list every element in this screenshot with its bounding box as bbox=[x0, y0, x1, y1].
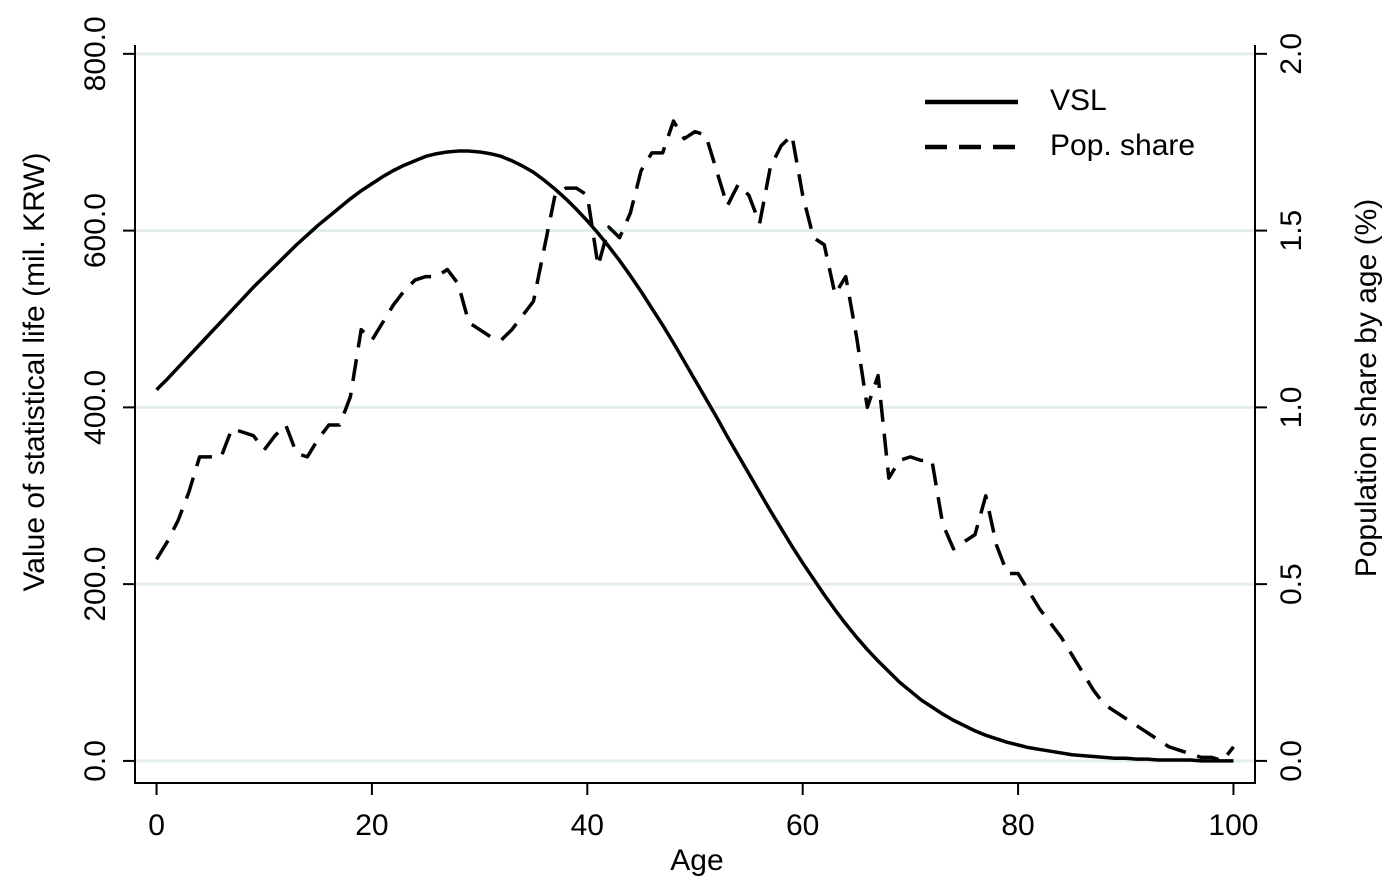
y-tick-label: 600.0 bbox=[79, 193, 112, 268]
x-tick-label: 0 bbox=[148, 809, 165, 842]
x-tick-label: 100 bbox=[1208, 809, 1258, 842]
y-tick-label: 800.0 bbox=[79, 16, 112, 91]
x-axis-label: Age bbox=[670, 844, 723, 877]
y2-tick-label: 1.0 bbox=[1275, 387, 1308, 429]
axis-frame bbox=[134, 45, 1256, 784]
y2-tick-label: 1.5 bbox=[1275, 210, 1308, 252]
y-axis-label: Value of statistical life (mil. KRW) bbox=[18, 153, 51, 592]
x-tick-label: 60 bbox=[786, 809, 819, 842]
line-series bbox=[155, 149, 1234, 763]
y2-axis-label: Population share by age (%) bbox=[1350, 199, 1383, 578]
y2-tick-label: 0.5 bbox=[1275, 563, 1308, 605]
y-tick-label: 200.0 bbox=[79, 547, 112, 622]
legend-label: VSL bbox=[1050, 84, 1107, 117]
y-tick-label: 400.0 bbox=[79, 370, 112, 445]
x-tick-label: 40 bbox=[571, 809, 604, 842]
legend-label: Pop. share bbox=[1050, 129, 1195, 162]
y2-tick-label: 2.0 bbox=[1275, 33, 1308, 75]
line-series bbox=[155, 119, 1235, 763]
x-tick-label: 80 bbox=[1001, 809, 1034, 842]
x-tick-label: 20 bbox=[355, 809, 388, 842]
y2-tick-label: 0.0 bbox=[1275, 740, 1308, 782]
y-tick-label: 0.0 bbox=[79, 740, 112, 782]
